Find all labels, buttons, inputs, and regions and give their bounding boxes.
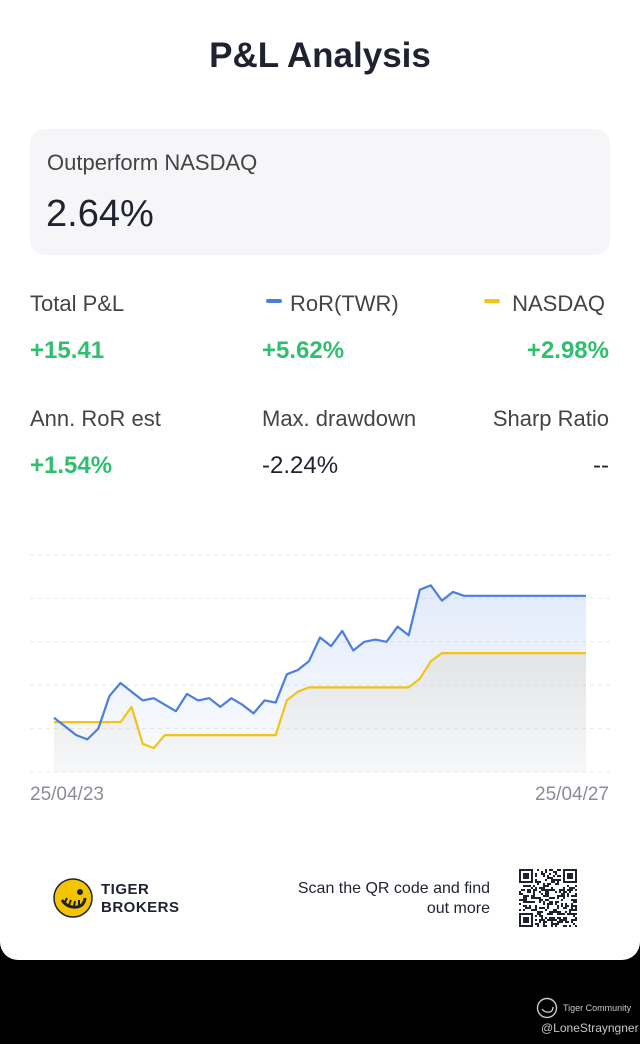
outperform-label: Outperform NASDAQ: [47, 150, 258, 175]
page-title: P&L Analysis: [209, 36, 431, 75]
nasdaq-area-fill: [54, 653, 586, 772]
max-drawdown-value: -2.24%: [262, 452, 339, 479]
ror-series-line: [53, 584, 586, 741]
total-pl-value: +15.41: [30, 337, 105, 364]
qr-code-icon[interactable]: [519, 869, 577, 927]
pl-analysis-card: P&L Analysis Outperform NASDAQ 2.64% Tot…: [0, 0, 640, 960]
nasdaq-legend-swatch: [484, 299, 501, 304]
max-drawdown-label: Max. drawdown: [262, 406, 417, 431]
brand-line2: BROKERS: [101, 899, 180, 916]
sharp-ratio-value: --: [593, 452, 609, 479]
ror-value: +5.62%: [262, 337, 345, 364]
tiger-community-logo-icon: [536, 997, 558, 1019]
sharp-ratio-label: Sharp Ratio: [492, 406, 609, 431]
watermark-community: Tiger Community: [563, 1003, 632, 1013]
outperform-panel: Outperform NASDAQ 2.64%: [30, 129, 610, 255]
x-axis-end-label: 25/04/27: [535, 784, 609, 805]
ann-ror-value: +1.54%: [30, 452, 113, 479]
brand-line1: TIGER: [101, 881, 150, 898]
ann-ror-label: Ann. RoR est: [30, 406, 161, 431]
tiger-logo-icon: [53, 878, 93, 918]
nasdaq-label: NASDAQ: [512, 291, 605, 316]
pl-line-chart: [30, 554, 610, 773]
ror-legend-swatch: [266, 299, 282, 304]
brand-name: TIGER BROKERS: [101, 881, 180, 917]
scan-qr-text: Scan the QR code and find out more: [297, 880, 490, 917]
ror-legend: RoR(TWR): [266, 291, 399, 317]
outperform-value: 2.64%: [46, 193, 154, 235]
x-axis-start-label: 25/04/23: [30, 784, 104, 805]
nasdaq-value: +2.98%: [526, 337, 609, 364]
ror-label: RoR(TWR): [290, 291, 399, 316]
total-pl-label: Total P&L: [30, 291, 125, 316]
watermark-user: @LoneStrayngner: [541, 1021, 639, 1035]
nasdaq-legend: NASDAQ: [484, 291, 605, 317]
nasdaq-series-line: [54, 652, 586, 750]
